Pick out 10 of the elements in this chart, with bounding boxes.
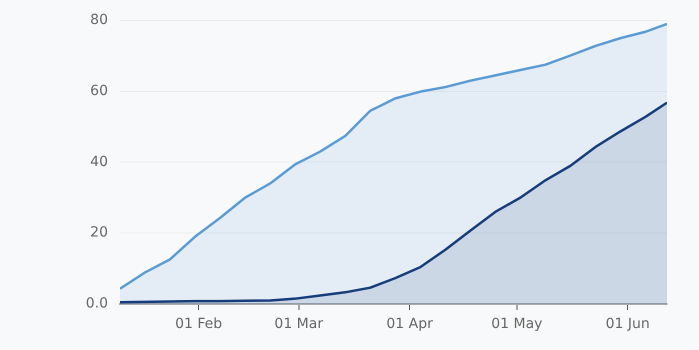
x-tick-label: 01 Apr <box>386 316 434 332</box>
y-tick-label: 0.0 <box>86 296 108 312</box>
x-tick-label: 01 Jun <box>606 316 650 332</box>
y-tick-label: 80 <box>90 12 108 28</box>
x-tick-label: 01 Feb <box>175 316 222 332</box>
y-tick-label: 60 <box>90 82 108 99</box>
x-tick-label: 01 May <box>491 316 542 332</box>
y-tick-label: 20 <box>90 224 108 241</box>
x-tick-label: 01 Mar <box>274 316 324 332</box>
y-tick-label: 40 <box>90 154 108 170</box>
